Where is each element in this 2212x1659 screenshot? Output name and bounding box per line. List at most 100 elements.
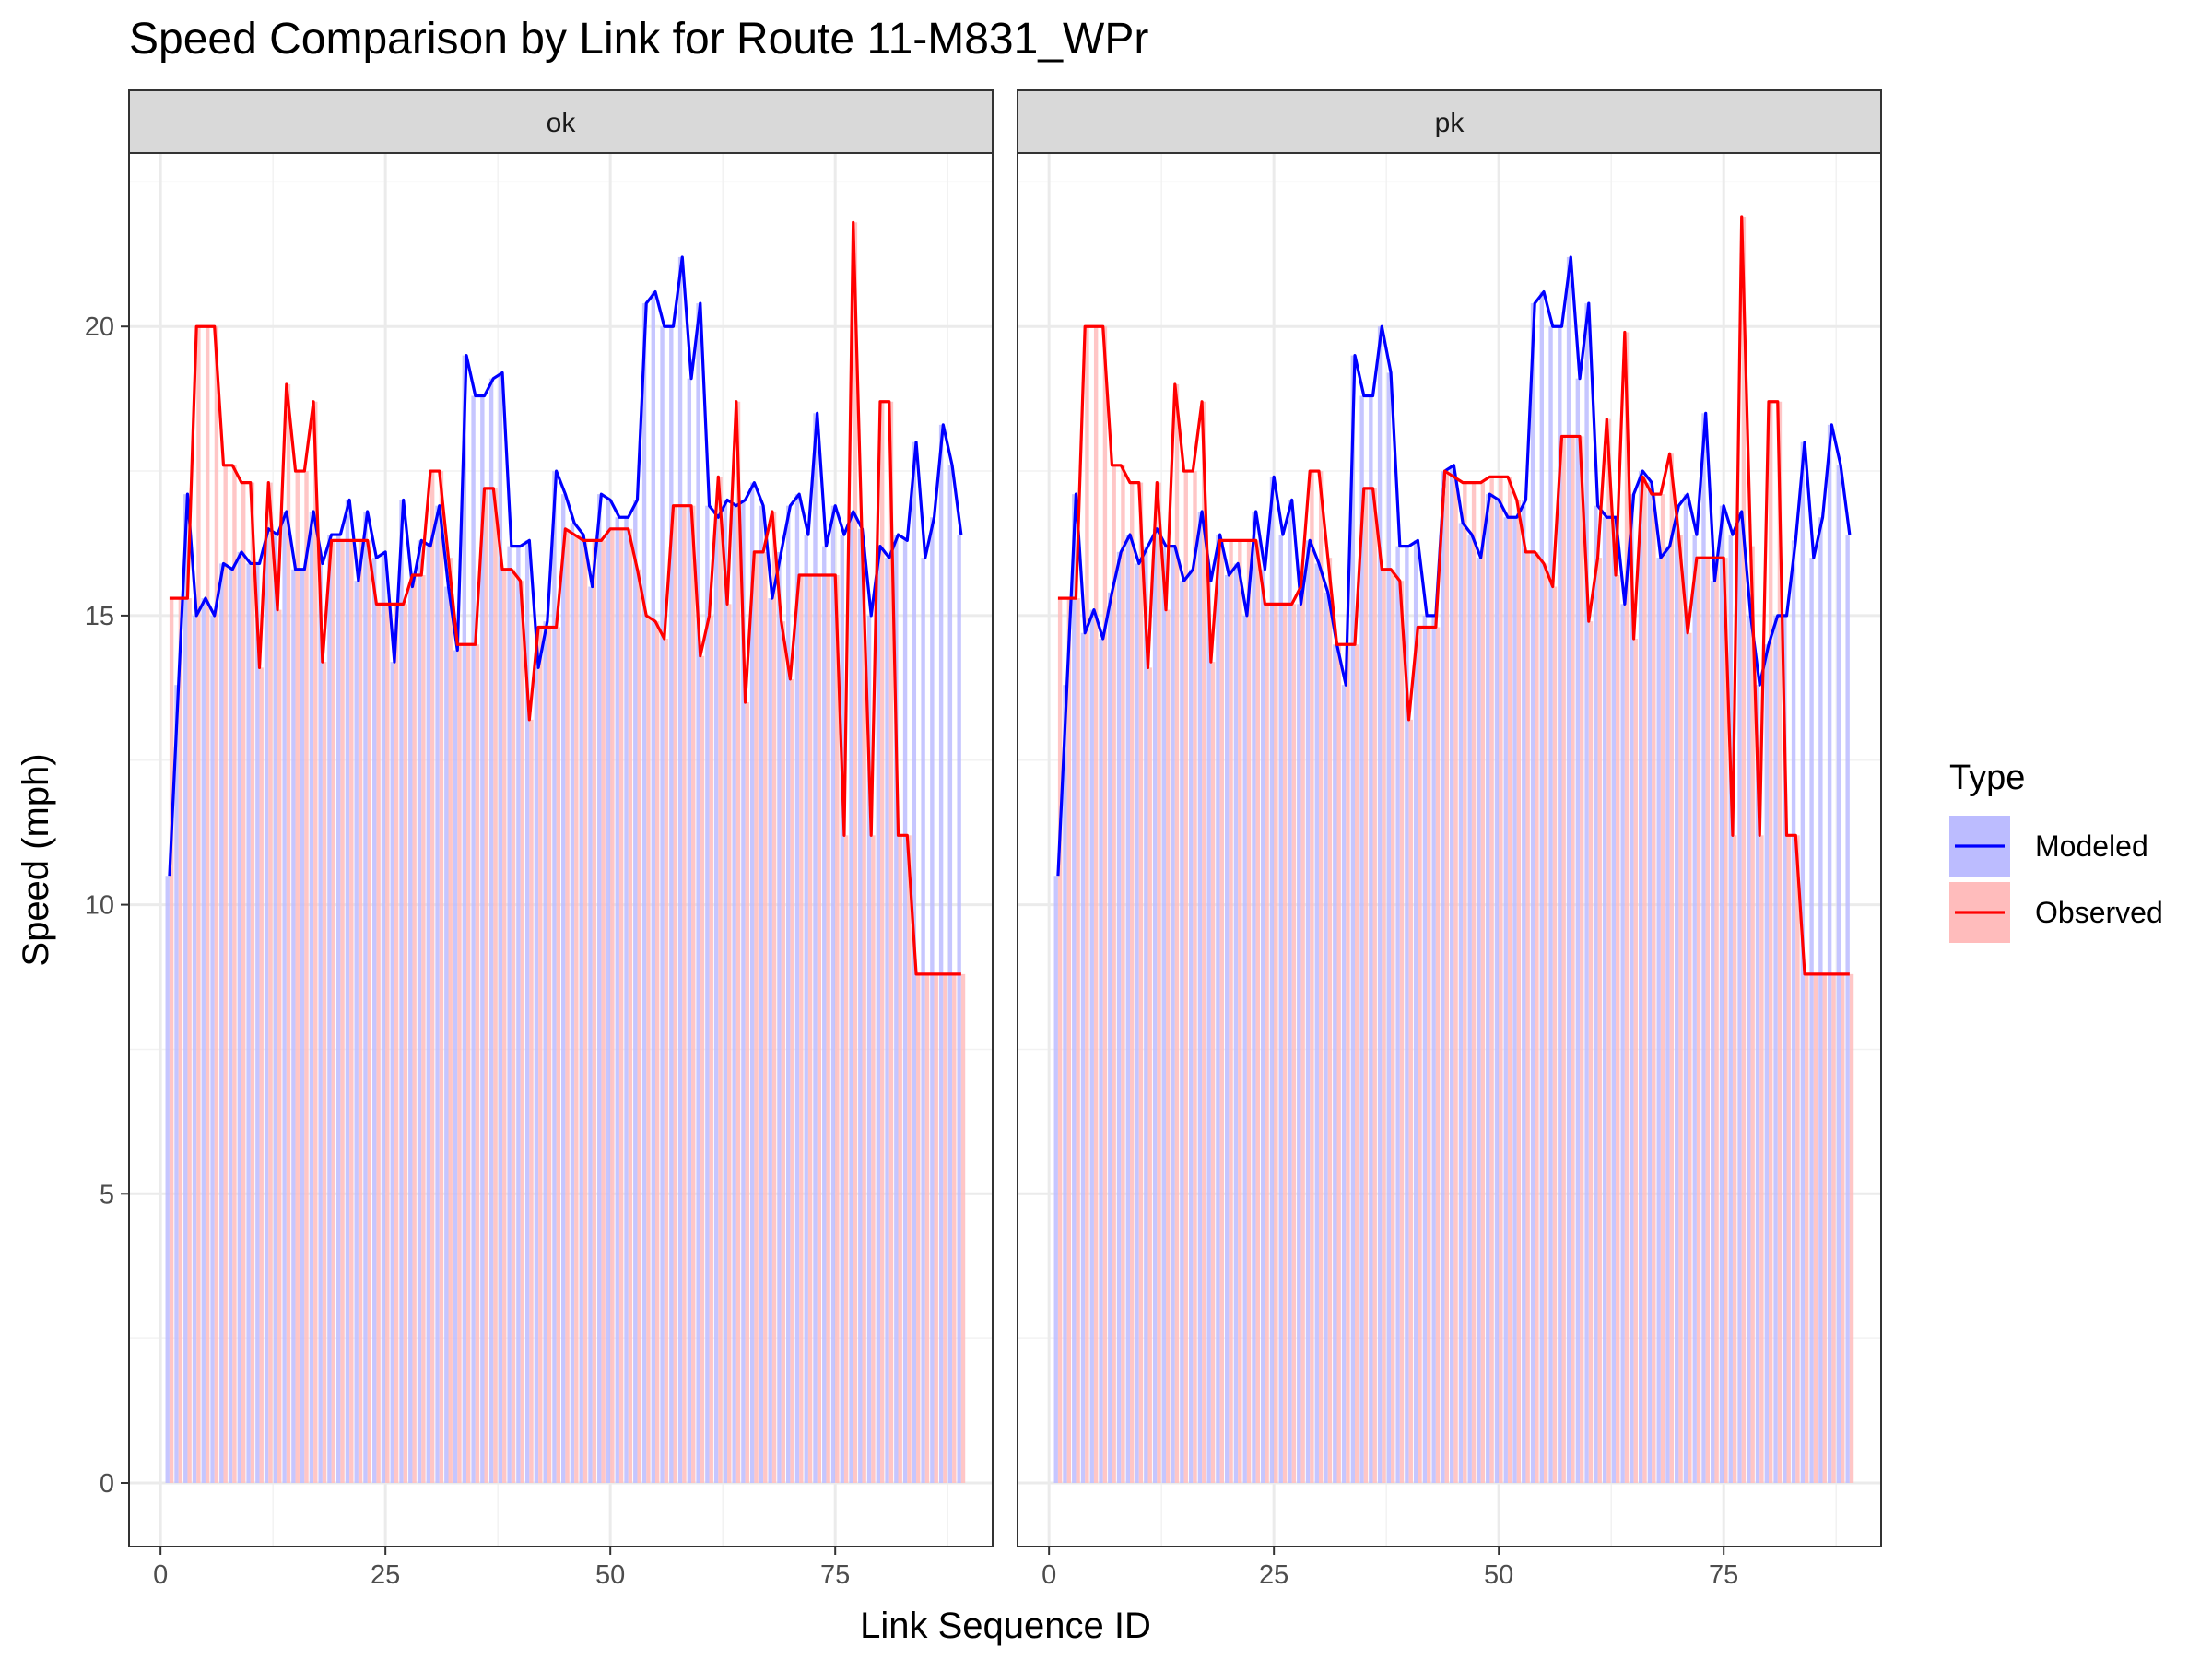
bar-modeled — [1341, 685, 1347, 1483]
bar-modeled — [264, 528, 269, 1483]
bar-modeled — [1333, 644, 1337, 1483]
bar-observed — [1642, 477, 1647, 1483]
bar-observed — [1525, 551, 1530, 1483]
bar-modeled — [1692, 535, 1697, 1483]
bar-modeled — [1063, 685, 1067, 1483]
bar-modeled — [1611, 517, 1617, 1483]
bar-observed — [1363, 488, 1369, 1483]
x-tick-label: 25 — [1259, 1560, 1288, 1590]
bar-observed — [727, 604, 732, 1483]
bar-observed — [1535, 551, 1539, 1483]
bar-observed — [835, 574, 840, 1483]
bar-observed — [1688, 632, 1692, 1483]
bar-modeled — [462, 355, 467, 1483]
bar-observed — [250, 482, 255, 1483]
bar-observed — [1714, 558, 1719, 1483]
bar-modeled — [1350, 355, 1356, 1483]
legend-title: Type — [1949, 759, 2025, 797]
bar-modeled — [1180, 581, 1184, 1483]
bar-observed — [1300, 586, 1305, 1483]
bar-observed — [1786, 835, 1791, 1483]
bar-modeled — [516, 546, 521, 1483]
bar-modeled — [399, 500, 404, 1483]
bar-observed — [916, 973, 921, 1483]
bar-observed — [1372, 488, 1377, 1483]
bar-modeled — [165, 876, 170, 1483]
bar-modeled — [1530, 303, 1535, 1483]
bar-observed — [574, 535, 579, 1483]
bar-modeled — [1278, 535, 1283, 1483]
bar-observed — [439, 471, 444, 1483]
bar-modeled — [435, 505, 440, 1483]
bar-modeled — [1324, 592, 1328, 1483]
bar-observed — [790, 678, 794, 1483]
bar-observed — [502, 569, 507, 1483]
x-tick-label: 75 — [820, 1560, 850, 1590]
bar-observed — [1327, 558, 1333, 1483]
bar-modeled — [1206, 581, 1211, 1483]
bar-modeled — [1233, 563, 1239, 1483]
bar-modeled — [1242, 615, 1247, 1483]
bar-modeled — [749, 482, 755, 1483]
bar-observed — [1435, 627, 1441, 1483]
bar-observed — [1805, 973, 1809, 1483]
bar-modeled — [453, 650, 458, 1483]
bar-modeled — [669, 326, 674, 1483]
facet-strip-label: pk — [1435, 108, 1465, 138]
bar-modeled — [876, 546, 880, 1483]
bar-modeled — [1566, 256, 1571, 1483]
bar-observed — [1660, 494, 1665, 1483]
bar-observed — [1849, 973, 1854, 1483]
bar-observed — [1255, 540, 1261, 1483]
bar-observed — [771, 511, 777, 1483]
bar-modeled — [543, 621, 547, 1483]
bar-observed — [1516, 500, 1522, 1483]
bar-observed — [807, 574, 813, 1483]
bar-observed — [286, 383, 291, 1483]
bar-modeled — [930, 517, 935, 1483]
bar-modeled — [1431, 615, 1436, 1483]
bar-modeled — [723, 500, 728, 1483]
bar-observed — [924, 973, 930, 1483]
bar-observed — [1174, 383, 1180, 1483]
legend-label: Observed — [2035, 896, 2163, 929]
bar-observed — [1274, 604, 1278, 1483]
bar-modeled — [804, 535, 808, 1483]
bar-modeled — [785, 505, 791, 1483]
x-tick-label: 75 — [1709, 1560, 1738, 1590]
bar-modeled — [777, 551, 782, 1483]
bar-modeled — [1647, 482, 1653, 1483]
bar-modeled — [624, 517, 629, 1483]
bar-observed — [943, 973, 947, 1483]
bar-modeled — [1108, 592, 1112, 1483]
bar-modeled — [1125, 535, 1131, 1483]
bar-modeled — [1747, 615, 1751, 1483]
bar-observed — [1669, 453, 1675, 1483]
bar-observed — [601, 540, 606, 1483]
bar-observed — [1795, 835, 1800, 1483]
bar-modeled — [894, 535, 899, 1483]
bar-observed — [538, 627, 543, 1483]
bar-observed — [367, 540, 372, 1483]
legend-entry-observed: Observed — [1949, 882, 2163, 943]
bar-observed — [763, 551, 768, 1483]
y-tick-label: 10 — [85, 891, 114, 921]
bar-modeled — [1620, 604, 1625, 1483]
legend-entry-modeled: Modeled — [1949, 816, 2148, 877]
bar-observed — [879, 401, 885, 1483]
bar-modeled — [237, 551, 242, 1483]
bars-modeled — [165, 256, 961, 1483]
y-tick-label: 5 — [100, 1180, 114, 1209]
y-tick-label: 15 — [85, 602, 114, 631]
bar-observed — [1444, 471, 1450, 1483]
bar-observed — [1463, 482, 1467, 1483]
bar-observed — [700, 655, 705, 1483]
bars-observed — [1057, 217, 1854, 1483]
bar-observed — [781, 621, 786, 1483]
bars-modeled — [1053, 256, 1850, 1483]
bar-observed — [1571, 436, 1575, 1483]
bar-modeled — [830, 505, 836, 1483]
bar-observed — [304, 471, 309, 1483]
bar-modeled — [696, 303, 700, 1483]
bar-observed — [349, 540, 354, 1483]
